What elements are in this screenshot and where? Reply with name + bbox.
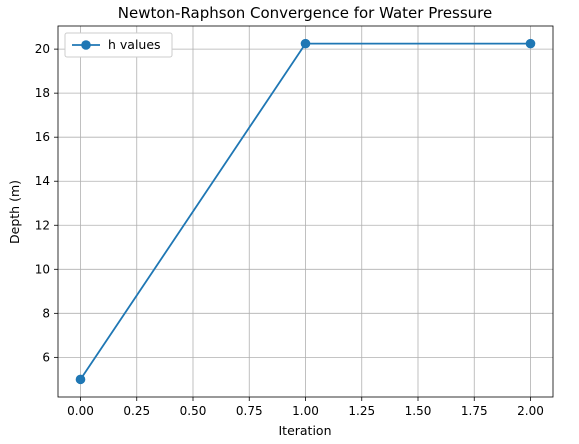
x-tick-label: 0.75 bbox=[236, 404, 263, 418]
x-tick-label: 1.00 bbox=[292, 404, 319, 418]
x-tick-label: 1.50 bbox=[405, 404, 432, 418]
x-tick-label: 0.25 bbox=[123, 404, 150, 418]
chart-title: Newton-Raphson Convergence for Water Pre… bbox=[118, 4, 493, 22]
legend-box bbox=[64, 32, 173, 58]
data-point bbox=[300, 38, 311, 49]
data-point bbox=[525, 38, 536, 49]
data-point bbox=[75, 374, 86, 385]
y-axis-label: Depth (m) bbox=[7, 180, 22, 244]
x-axis-label: Iteration bbox=[278, 423, 331, 438]
legend: h values bbox=[64, 32, 173, 58]
legend-label: h values bbox=[108, 37, 161, 52]
x-tick-label: 0.50 bbox=[180, 404, 207, 418]
y-tick-label: 20 bbox=[35, 42, 50, 56]
y-tick-label: 16 bbox=[35, 130, 50, 144]
x-tick-label: 2.00 bbox=[517, 404, 544, 418]
y-tick-label: 12 bbox=[35, 218, 50, 232]
grid-lines bbox=[58, 26, 553, 397]
series-layer bbox=[75, 38, 536, 385]
y-tick-label: 14 bbox=[35, 174, 50, 188]
y-tick-label: 6 bbox=[42, 350, 50, 364]
x-tick-label: 1.75 bbox=[461, 404, 488, 418]
axis-ticks: 0.00 0.25 0.50 0.75 1.00 1.25 1.50 1.75 2.00 6 8 10… bbox=[35, 42, 544, 418]
y-tick-label: 18 bbox=[35, 86, 50, 100]
x-tick-label: 0.00 bbox=[67, 404, 94, 418]
y-tick-label: 8 bbox=[42, 306, 50, 320]
x-tick-label: 1.25 bbox=[348, 404, 375, 418]
legend-marker-icon bbox=[81, 40, 91, 50]
y-tick-label: 10 bbox=[35, 262, 50, 276]
